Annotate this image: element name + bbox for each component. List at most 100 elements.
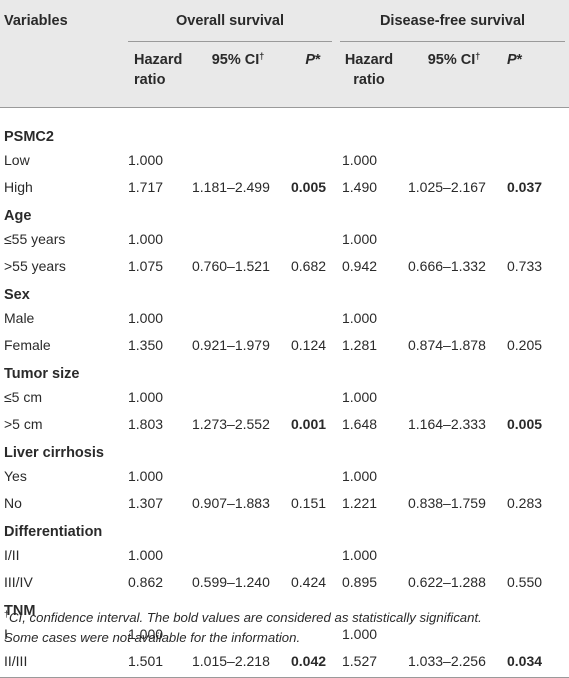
os-hazard-ratio: 1.803 bbox=[128, 415, 164, 432]
table-row: Yes 1.000 1.000 bbox=[0, 462, 569, 489]
dfs-p-value bbox=[506, 304, 569, 331]
table-footnote: †CI, confidence interval. The bold value… bbox=[4, 608, 564, 648]
group-name: Tumor size bbox=[4, 366, 80, 382]
dfs-hazard-ratio: 1.000 bbox=[342, 151, 378, 168]
dfs-p-value bbox=[506, 225, 569, 252]
os-ci bbox=[186, 383, 290, 410]
group-name: PSMC2 bbox=[4, 129, 54, 145]
disease-free-survival-label: Disease-free survival bbox=[379, 13, 526, 29]
dfs-hazard-ratio: 1.648 bbox=[342, 415, 378, 432]
dfs-hazard-ratio: 1.000 bbox=[342, 309, 378, 326]
dfs-hazard-ratio: 1.000 bbox=[342, 388, 378, 405]
table-row: >55 years 1.075 0.760–1.521 0.682 0.942 0.666… bbox=[0, 252, 569, 279]
footnote-dagger: † bbox=[4, 609, 10, 619]
os-p-value bbox=[290, 383, 336, 410]
os-hazard-ratio-header: Hazard ratio bbox=[124, 42, 186, 108]
row-label: Yes bbox=[4, 467, 27, 484]
p-label: P bbox=[305, 52, 315, 68]
hr-line2: ratio bbox=[353, 72, 385, 88]
row-label: ≤5 cm bbox=[4, 388, 43, 405]
p-asterisk: * bbox=[315, 52, 321, 68]
os-p-value bbox=[290, 462, 336, 489]
os-p-value: 0.042 bbox=[290, 647, 336, 678]
row-label: >5 cm bbox=[4, 415, 43, 432]
table-header: Variables Overall survival Disease-free … bbox=[0, 0, 569, 108]
dfs-ci bbox=[402, 146, 506, 173]
dfs-p-value: 0.034 bbox=[506, 647, 569, 678]
ci-dagger: † bbox=[259, 51, 265, 61]
os-p-header: P* bbox=[290, 42, 336, 108]
os-hazard-ratio: 1.350 bbox=[128, 336, 164, 353]
dfs-p-value: 0.205 bbox=[507, 336, 543, 353]
table-row: I/II 1.000 1.000 bbox=[0, 541, 569, 568]
table-row: I 1.000 1.000 bbox=[0, 620, 569, 647]
ci-dagger: † bbox=[475, 51, 481, 61]
dfs-hazard-ratio: 1.490 bbox=[342, 178, 378, 195]
group-header-row: TNM bbox=[0, 595, 569, 620]
group-name: Age bbox=[4, 208, 32, 224]
dfs-ci: 1.033–2.256 bbox=[402, 647, 506, 678]
table-row: Female 1.350 0.921–1.979 0.124 1.281 0.874–1.… bbox=[0, 331, 569, 358]
row-label: Low bbox=[4, 151, 30, 168]
os-p-value bbox=[290, 541, 336, 568]
dfs-p-header: P* bbox=[506, 42, 569, 108]
row-label: No bbox=[4, 494, 22, 511]
dfs-hazard-ratio: 1.000 bbox=[342, 625, 378, 642]
os-ci bbox=[186, 225, 290, 252]
table-body: PSMC2 Low 1.000 1.000 High 1.717 1.181–2.499 0.… bbox=[0, 108, 569, 678]
dfs-hazard-ratio: 1.000 bbox=[342, 546, 378, 563]
dfs-ci: 1.164–2.333 bbox=[408, 415, 486, 432]
row-label: Male bbox=[4, 309, 35, 326]
dfs-ci: 1.025–2.167 bbox=[408, 178, 486, 195]
dfs-hazard-ratio: 1.281 bbox=[342, 336, 378, 353]
dfs-ci bbox=[402, 383, 506, 410]
os-hazard-ratio: 1.000 bbox=[128, 309, 164, 326]
os-hazard-ratio: 1.501 bbox=[124, 647, 186, 678]
dfs-hazard-ratio: 0.942 bbox=[342, 257, 378, 274]
group-header-row: Age bbox=[0, 200, 569, 225]
dfs-p-value: 0.733 bbox=[507, 257, 543, 274]
group-header-row: Tumor size bbox=[0, 358, 569, 383]
dfs-p-value: 0.037 bbox=[507, 178, 543, 195]
os-ci: 1.015–2.218 bbox=[186, 647, 290, 678]
p-label: P bbox=[507, 52, 517, 68]
dfs-ci: 0.874–1.878 bbox=[408, 336, 486, 353]
os-p-value bbox=[290, 146, 336, 173]
os-ci: 1.273–2.552 bbox=[192, 415, 270, 432]
os-p-value: 0.124 bbox=[291, 336, 327, 353]
hr-line1: Hazard bbox=[134, 52, 183, 68]
dfs-p-value bbox=[506, 462, 569, 489]
dfs-ci bbox=[402, 462, 506, 489]
p-asterisk: * bbox=[516, 52, 523, 68]
hr-line2: ratio bbox=[134, 72, 166, 88]
table-row: No 1.307 0.907–1.883 0.151 1.221 0.838–1.759 0… bbox=[0, 489, 569, 516]
os-ci bbox=[186, 304, 290, 331]
os-hazard-ratio: 1.307 bbox=[128, 494, 164, 511]
os-hazard-ratio: 1.000 bbox=[128, 625, 164, 642]
dfs-ci bbox=[402, 541, 506, 568]
dfs-hazard-ratio: 1.000 bbox=[342, 230, 378, 247]
dfs-hazard-ratio: 1.221 bbox=[342, 494, 378, 511]
group-name: TNM bbox=[4, 603, 36, 619]
dfs-ci: 0.666–1.332 bbox=[408, 257, 486, 274]
os-hazard-ratio: 1.717 bbox=[128, 178, 164, 195]
group-name: Differentiation bbox=[4, 524, 103, 540]
os-hazard-ratio: 1.000 bbox=[128, 546, 164, 563]
dfs-p-value: 0.283 bbox=[507, 494, 543, 511]
dfs-p-value bbox=[506, 383, 569, 410]
table-row: High 1.717 1.181–2.499 0.005 1.490 1.025–2.16… bbox=[0, 173, 569, 200]
os-hazard-ratio: 1.000 bbox=[128, 151, 164, 168]
dfs-ci-header: 95% CI† bbox=[402, 42, 506, 108]
dfs-hazard-ratio-header: Hazard ratio bbox=[336, 42, 402, 108]
dfs-p-value bbox=[506, 541, 569, 568]
group-header-row: PSMC2 bbox=[0, 108, 569, 147]
group-header-row: Liver cirrhosis bbox=[0, 437, 569, 462]
dfs-p-value bbox=[506, 146, 569, 173]
group-header-row: Sex bbox=[0, 279, 569, 304]
footnote-line1: CI, confidence interval. The bold values… bbox=[9, 610, 482, 625]
os-hazard-ratio: 1.000 bbox=[128, 230, 164, 247]
os-ci: 0.760–1.521 bbox=[192, 257, 270, 274]
row-label: >55 years bbox=[4, 257, 66, 274]
